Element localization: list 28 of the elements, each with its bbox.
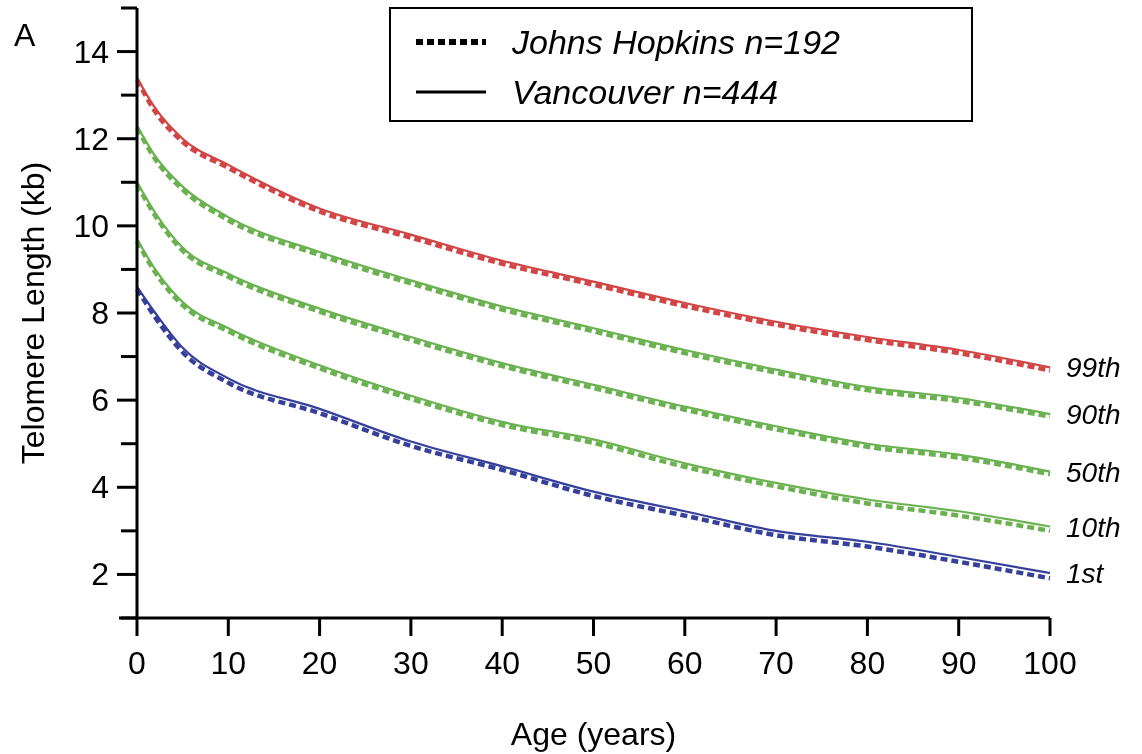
- x-tick-label: 10: [210, 645, 247, 681]
- x-tick-label: 60: [667, 645, 703, 681]
- x-tick-label: 30: [393, 645, 429, 681]
- y-tick-label: 4: [91, 469, 109, 506]
- x-tick-label: 20: [301, 645, 338, 681]
- x-tick-label: 0: [128, 645, 146, 681]
- x-tick-label: 80: [849, 645, 886, 681]
- annotation: Vancouver n=444: [512, 73, 779, 111]
- y-tick-label: 6: [91, 382, 109, 419]
- text: A: [14, 17, 36, 53]
- series-label: 1st: [1066, 558, 1105, 590]
- x-tick-label: 40: [484, 645, 520, 681]
- y-tick-label: 8: [91, 295, 109, 331]
- x-tick-label: 100: [1023, 645, 1077, 681]
- series-label: 50th: [1066, 456, 1121, 488]
- x-axis-title: Age (years): [510, 716, 677, 752]
- annotation: Johns Hopkins n=192: [511, 23, 841, 61]
- x-tick-label: 70: [758, 645, 794, 681]
- series-label: 99th: [1066, 352, 1121, 384]
- y-tick-label: 14: [73, 33, 109, 70]
- x-tick-label: 90: [940, 645, 977, 681]
- y-tick-label: 10: [73, 207, 109, 244]
- series-label: 10th: [1066, 511, 1121, 543]
- x-tick-label: 50: [575, 645, 612, 681]
- y-tick-label: 2: [91, 556, 109, 593]
- series-label: 90th: [1066, 399, 1121, 431]
- y-tick-label: 12: [73, 120, 109, 157]
- y-axis-title: Telomere Length (kb): [15, 161, 51, 465]
